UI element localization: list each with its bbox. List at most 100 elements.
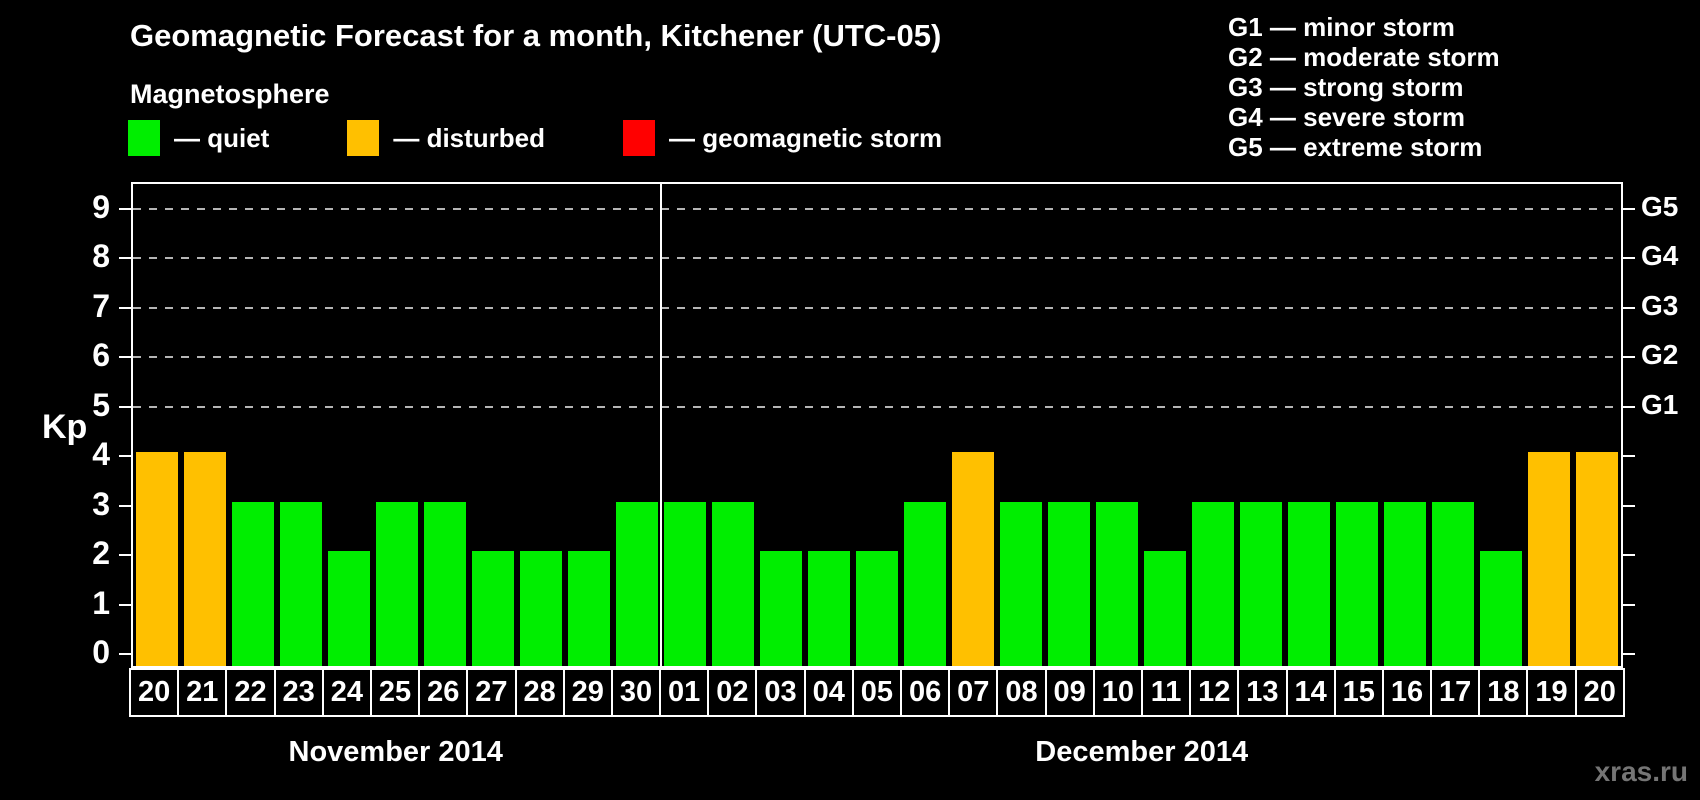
- bar-slot: [1381, 184, 1429, 666]
- right-axis-tick: [1623, 207, 1635, 210]
- bar-slot: [325, 184, 373, 666]
- kp-bar: [1576, 452, 1618, 666]
- kp-bar: [280, 501, 322, 666]
- kp-bar: [952, 452, 994, 666]
- right-axis-tick: [1623, 356, 1635, 358]
- left-axis-tick: [119, 554, 131, 556]
- y-axis-tick-label: 8: [92, 238, 110, 274]
- kp-bar: [1048, 501, 1090, 666]
- kp-bar: [904, 501, 946, 666]
- legend-swatch-disturbed: [347, 120, 380, 156]
- day-label: 23: [276, 670, 324, 715]
- kp-bar: [664, 501, 706, 666]
- kp-bar: [328, 551, 370, 666]
- day-label: 25: [372, 670, 421, 715]
- day-label: 04: [806, 670, 854, 715]
- bar-slot: [805, 184, 853, 666]
- legend-label: — quiet: [174, 122, 270, 153]
- gridline: [133, 405, 1621, 408]
- day-label: 08: [998, 670, 1047, 715]
- right-axis-tick: [1623, 653, 1635, 655]
- day-label: 16: [1384, 670, 1433, 715]
- bar-slot: [1333, 184, 1381, 666]
- right-axis-tick: [1623, 405, 1635, 408]
- day-label: 19: [1528, 670, 1577, 715]
- kp-bar: [1288, 501, 1330, 666]
- gridline: [133, 257, 1621, 259]
- kp-bar: [376, 501, 418, 666]
- kp-bar: [712, 501, 754, 666]
- bar-slot: [469, 184, 517, 666]
- month-separator-line: [660, 184, 662, 666]
- gridline: [133, 207, 1621, 210]
- g-axis-label: G1: [1641, 388, 1679, 420]
- kp-bar: [232, 501, 274, 666]
- day-label: 03: [757, 670, 806, 715]
- bar-slot: [613, 184, 661, 666]
- bar-slot: [1285, 184, 1333, 666]
- g-scale-legend-item: G3 — strong storm: [1228, 72, 1464, 102]
- bar-slot: [133, 184, 181, 666]
- left-axis-tick: [119, 257, 131, 259]
- bar-slot: [901, 184, 949, 666]
- day-label: 11: [1143, 670, 1192, 715]
- day-label: 26: [420, 670, 469, 715]
- bar-slot: [1429, 184, 1477, 666]
- month-label: December 2014: [1035, 736, 1249, 768]
- gridline: [133, 306, 1621, 309]
- kp-bar: [1192, 501, 1234, 666]
- bar-slot: [757, 184, 805, 666]
- left-axis-tick: [119, 455, 131, 457]
- kp-bar: [760, 551, 802, 666]
- bars-layer: [133, 184, 1621, 666]
- left-axis-tick: [119, 356, 131, 358]
- legend-item-quiet: — quiet: [128, 120, 269, 156]
- right-axis-tick: [1623, 455, 1635, 457]
- day-label: 18: [1480, 670, 1529, 715]
- bar-slot: [517, 184, 565, 666]
- bar-slot: [421, 184, 469, 666]
- day-label: 28: [517, 670, 565, 715]
- kp-bar: [1144, 551, 1186, 666]
- bar-slot: [1525, 184, 1573, 666]
- y-axis-tick-label: 0: [92, 634, 110, 670]
- left-axis-tick: [119, 207, 131, 210]
- g-scale-legend: G1 — minor storm G2 — moderate storm G3 — …: [1228, 12, 1500, 162]
- day-label: 30: [613, 670, 662, 715]
- day-label: 01: [661, 670, 710, 715]
- kp-bar: [1384, 501, 1426, 666]
- right-axis-tick: [1623, 257, 1635, 259]
- gridline: [133, 356, 1621, 358]
- kp-bar: [1480, 551, 1522, 666]
- day-label: 29: [565, 670, 613, 715]
- kp-bar: [1240, 501, 1282, 666]
- y-axis-title: Kp: [42, 408, 88, 446]
- kp-bar: [472, 551, 514, 666]
- day-label: 07: [950, 670, 999, 715]
- kp-bar: [1432, 501, 1474, 666]
- legend-label: — disturbed: [393, 122, 546, 153]
- day-label: 12: [1191, 670, 1240, 715]
- day-label: 20: [1583, 676, 1616, 708]
- legend-swatch-storm: [623, 120, 656, 156]
- left-axis-tick: [119, 405, 131, 408]
- month-label: November 2014: [288, 736, 503, 768]
- kp-bar: [1528, 452, 1570, 666]
- left-axis-tick: [119, 653, 131, 655]
- right-axis-tick: [1623, 504, 1635, 507]
- kp-bar: [1096, 501, 1138, 666]
- g-axis-label: G3: [1641, 289, 1679, 321]
- g-axis-label: G5: [1641, 190, 1679, 222]
- day-label: 22: [227, 670, 276, 715]
- kp-bar: [184, 452, 226, 666]
- kp-bar: [136, 452, 178, 666]
- legend-item-disturbed: — disturbed: [347, 120, 545, 156]
- bar-slot: [1573, 184, 1621, 666]
- magnetosphere-heading: Magnetosphere: [130, 79, 330, 109]
- day-label: 17: [1432, 670, 1481, 715]
- kp-bar: [568, 551, 610, 666]
- bar-slot: [373, 184, 421, 666]
- legend-item-storm: — geomagnetic storm: [623, 120, 942, 156]
- y-axis-tick-label: 9: [92, 188, 110, 225]
- bar-slot: [949, 184, 997, 666]
